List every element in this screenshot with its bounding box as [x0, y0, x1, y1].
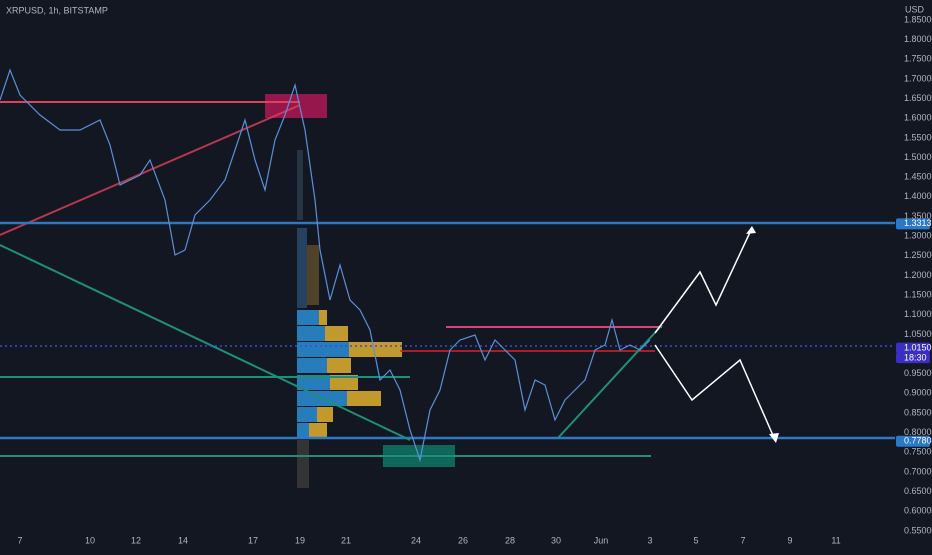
time-tick-label: 7: [17, 535, 22, 545]
price-tag: [896, 435, 930, 447]
price-tag: [896, 342, 930, 354]
price-tick-label: 1.10000: [904, 309, 932, 319]
projection-up: [654, 227, 753, 334]
price-axis: [895, 0, 932, 550]
price-tick-label: 1.15000: [904, 289, 932, 299]
price-tick-label: 1.45000: [904, 172, 932, 182]
price-tag-label: 1.0150: [904, 343, 932, 353]
arrow-head: [769, 433, 779, 443]
time-tick-label: 7: [740, 535, 745, 545]
price-tag-label: 0.77804: [904, 436, 932, 446]
price-tag: [896, 353, 930, 364]
price-tick-label: 1.30000: [904, 231, 932, 241]
time-tick-label: 12: [131, 535, 141, 545]
price-tag-label: 18:30: [904, 353, 927, 363]
time-tick-label: 21: [341, 535, 351, 545]
time-tick-label: 3: [647, 535, 652, 545]
volume-profile: [297, 150, 402, 488]
time-tick-label: 5: [693, 535, 698, 545]
price-tick-label: 1.50000: [904, 152, 932, 162]
currency-label: USD: [905, 4, 925, 14]
time-tick-label: 10: [85, 535, 95, 545]
time-tick-label: 24: [411, 535, 421, 545]
time-tick-label: Jun: [594, 535, 609, 545]
price-tick-label: 0.55000: [904, 525, 932, 535]
symbol-label: XRPUSD, 1h, BITSTAMP: [6, 5, 108, 15]
time-tick-label: 26: [458, 535, 468, 545]
price-tick-label: 1.40000: [904, 191, 932, 201]
time-tick-label: 17: [248, 535, 258, 545]
price-line: [0, 68, 651, 463]
price-tick-label: 1.25000: [904, 250, 932, 260]
time-tick-label: 30: [551, 535, 561, 545]
price-tag-label: 1.33136: [904, 218, 932, 228]
time-tick-label: 11: [831, 535, 840, 545]
projection-down: [654, 344, 776, 441]
arrow-head: [746, 226, 756, 234]
time-axis: [0, 531, 932, 550]
time-tick-label: 28: [505, 535, 515, 545]
trend-line: [0, 104, 301, 236]
price-tick-label: 1.35000: [904, 211, 932, 221]
time-tick-label: 14: [178, 535, 188, 545]
trend-line: [0, 244, 411, 441]
price-tick-label: 1.55000: [904, 132, 932, 142]
time-tick-label: 19: [295, 535, 305, 545]
time-tick-label: 9: [787, 535, 792, 545]
trend-line: [557, 324, 663, 439]
price-tick-label: 1.20000: [904, 270, 932, 280]
price-tag: [896, 218, 930, 230]
